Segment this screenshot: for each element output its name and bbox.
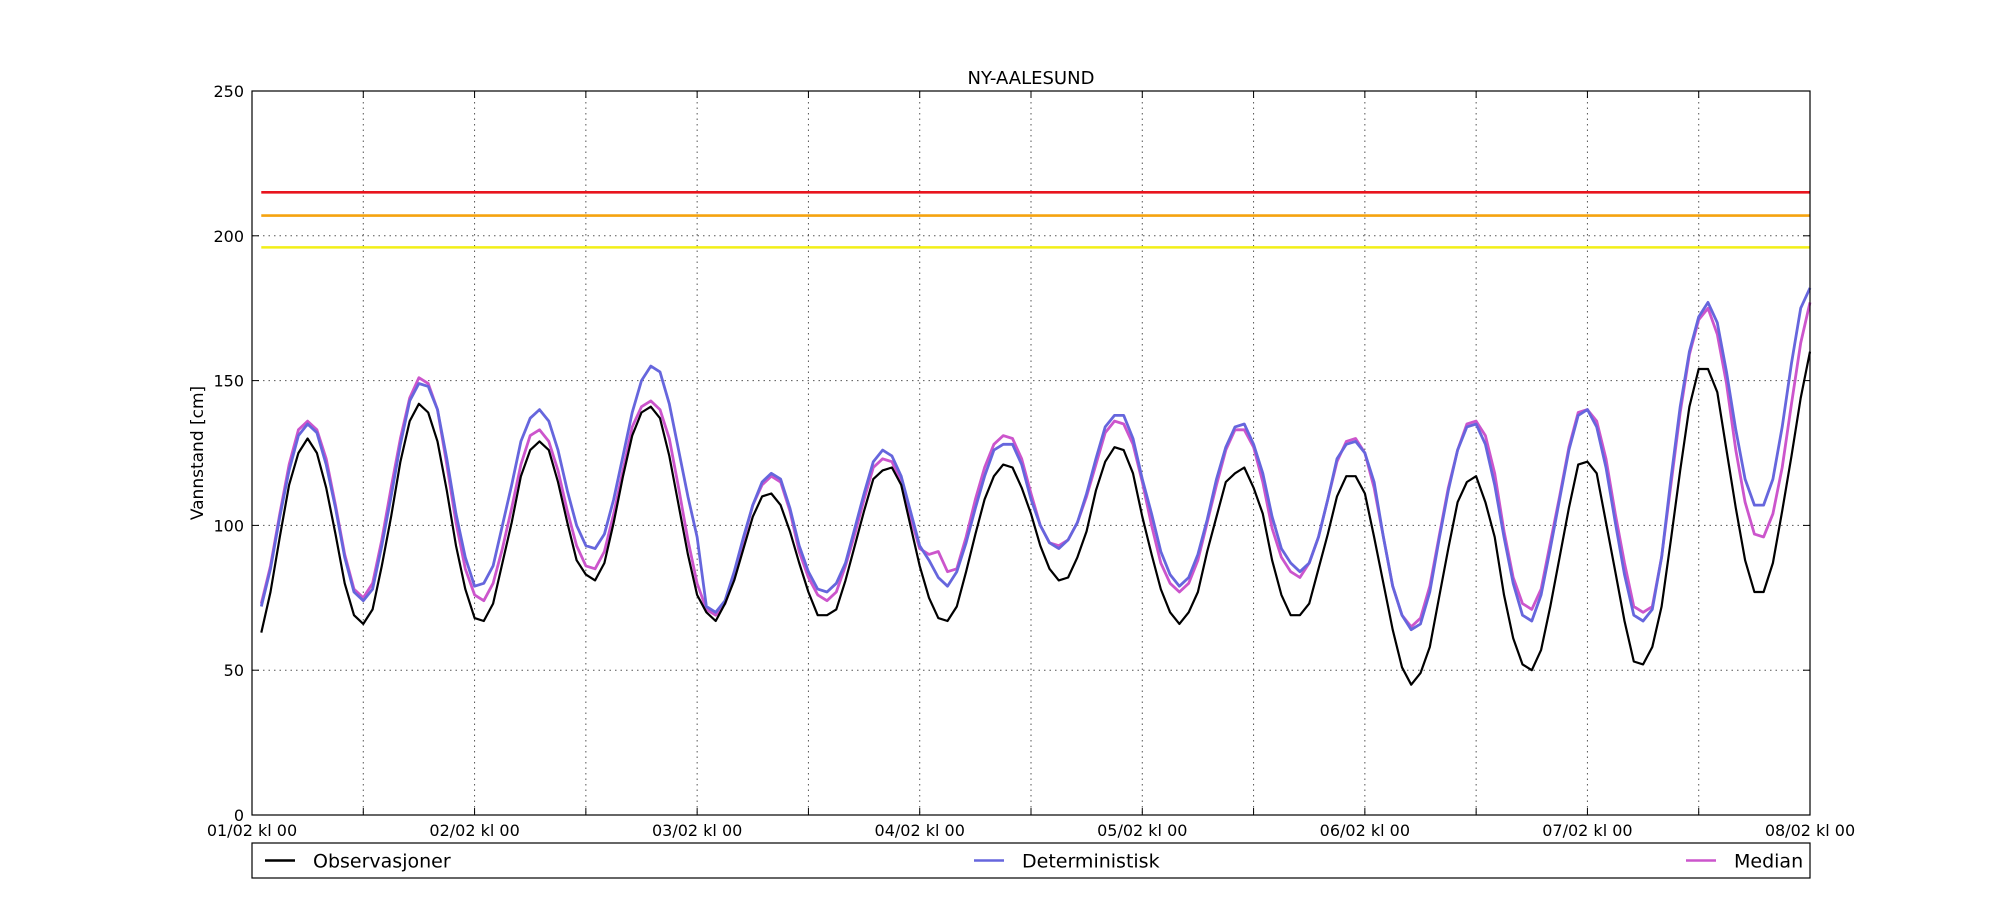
- legend-label: Deterministisk: [1022, 851, 1160, 873]
- x-tick-label: 01/02 kl 00: [207, 821, 297, 840]
- legend-label: Median: [1734, 851, 1803, 873]
- y-tick-label: 250: [213, 82, 244, 101]
- y-tick-label: 0: [234, 806, 244, 825]
- y-tick-label: 150: [213, 372, 244, 391]
- x-axis-ticks: 01/02 kl 00 02/02 kl 00 03/02 kl 00 04/02 k…: [207, 91, 1855, 840]
- series-line-deterministisk: [259, 287, 1812, 632]
- legend-label: Observasjoner: [313, 851, 451, 873]
- grid: [252, 91, 1810, 815]
- chart-title: NY-AALESUND: [968, 68, 1095, 89]
- y-tick-label: 200: [213, 227, 244, 246]
- y-tick-label: 50: [224, 661, 244, 680]
- legend: Observasjoner Deterministisk Median: [251, 842, 1811, 879]
- legend-entries: Observasjoner Deterministisk Median: [265, 851, 1803, 873]
- legend-box: [251, 842, 1811, 879]
- x-tick-label: 08/02 kl 00: [1765, 821, 1855, 840]
- threshold-lines: [261, 191, 1810, 249]
- plot-frame: [251, 90, 1811, 816]
- x-tick-label: 07/02 kl 00: [1542, 821, 1632, 840]
- x-tick-label: 05/02 kl 00: [1097, 821, 1187, 840]
- x-tick-label: 03/02 kl 00: [652, 821, 742, 840]
- y-axis-ticks: 0 50 100 150 200 250: [213, 82, 1810, 825]
- x-tick-label: 06/02 kl 00: [1320, 821, 1410, 840]
- series-line-observasjoner: [260, 351, 1812, 686]
- x-tick-label: 02/02 kl 00: [429, 821, 519, 840]
- data-series: [259, 287, 1812, 686]
- y-axis-label: Vannstand [cm]: [188, 386, 208, 520]
- x-tick-label: 04/02 kl 00: [875, 821, 965, 840]
- y-tick-label: 100: [213, 516, 244, 535]
